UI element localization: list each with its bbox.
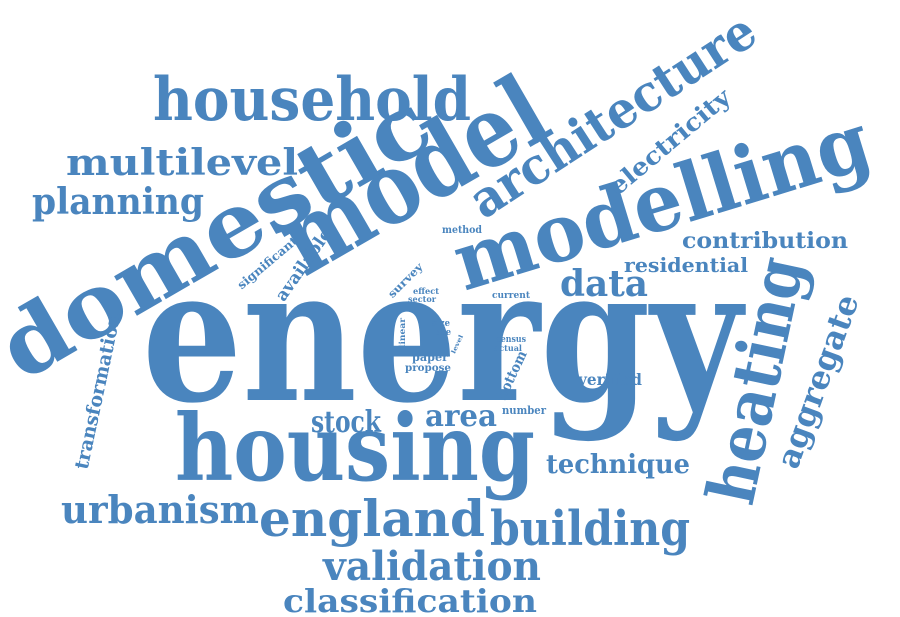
word-size: size xyxy=(432,319,450,329)
word-urbanism: urbanism xyxy=(61,487,259,532)
word-stock: stock xyxy=(311,405,382,440)
word-data: data xyxy=(560,263,648,305)
word-propose: propose xyxy=(405,363,451,374)
word-household: household xyxy=(153,65,471,135)
word-validation: validation xyxy=(322,543,541,590)
word-england: england xyxy=(259,489,485,548)
word-number: number xyxy=(502,404,546,417)
word-sector: sector xyxy=(408,294,437,304)
word-area: area xyxy=(425,399,497,434)
word-census: census xyxy=(496,335,526,345)
word-linear: linear xyxy=(397,317,407,348)
word-housing: housing xyxy=(175,394,535,502)
word-multilevel: multilevel xyxy=(66,142,298,184)
word-current: current xyxy=(492,291,531,301)
word-technique: technique xyxy=(546,450,690,480)
word-building: building xyxy=(490,501,690,557)
word-classification: classification xyxy=(283,582,537,617)
word-residential: residential xyxy=(624,253,748,277)
word-verified: verified xyxy=(577,370,642,389)
word-effect: effect xyxy=(413,286,439,296)
word-energy: energy xyxy=(142,226,746,444)
word-paper: paper xyxy=(412,351,448,364)
word-planning: planning xyxy=(32,181,204,223)
word-use: use xyxy=(435,328,451,338)
word-actual: actual xyxy=(494,343,522,353)
word-method: method xyxy=(442,225,482,236)
word-contribution: contribution xyxy=(682,228,848,254)
